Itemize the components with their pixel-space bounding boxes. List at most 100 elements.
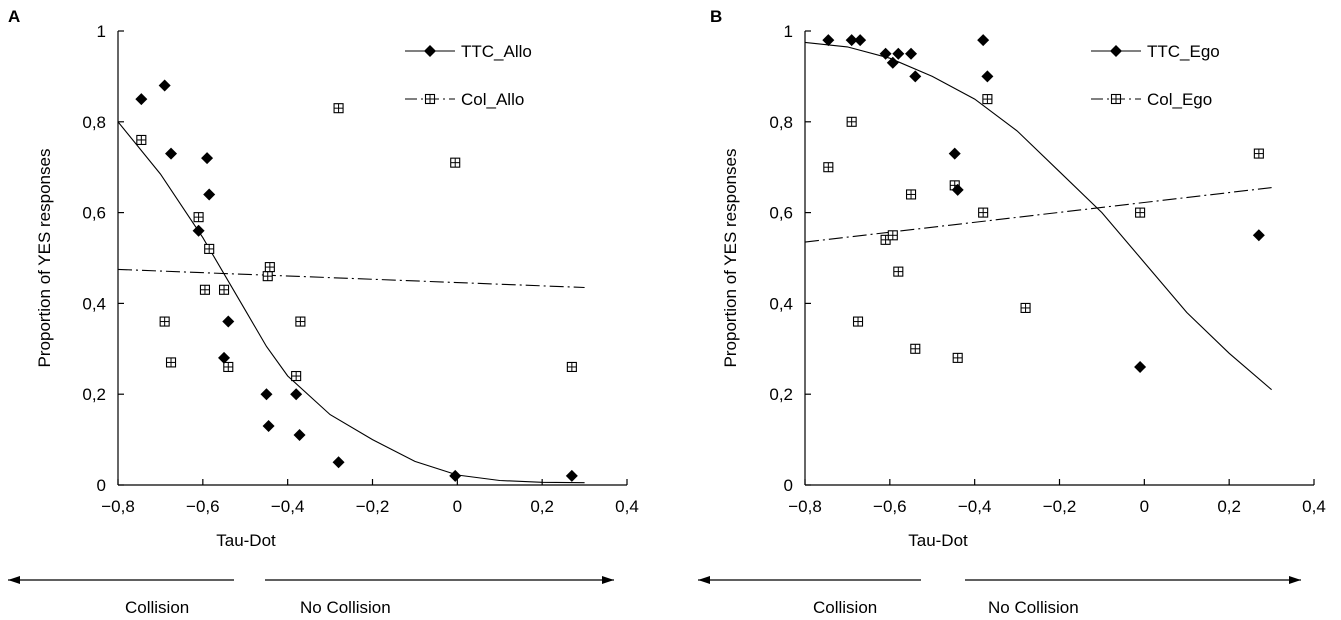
data-point [199,284,211,295]
x-tick-label: 0,4 [615,497,639,516]
data-point [1253,148,1264,159]
data-point [981,70,994,83]
y-tick-label: 0 [97,476,106,495]
data-point [203,188,216,201]
data-point [886,56,899,69]
no-collision-label: No Collision [988,598,1079,617]
x-tick-label: −0,6 [186,497,220,516]
legend-marker [1110,93,1122,105]
x-axis-title: Tau-Dot [216,531,276,550]
data-point [893,266,904,277]
data-point [948,147,961,160]
data-point [291,370,302,382]
y-axis-title: Proportion of YES responses [721,149,740,368]
data-point [1135,207,1146,218]
data-point [260,388,273,401]
x-tick-label: −0,4 [958,497,992,516]
legend-entry: TTC_Ego [1091,42,1220,61]
y-tick-label: 0,4 [769,294,793,313]
data-point [909,70,922,83]
data-point [165,357,177,368]
fit-line-ttc-allo [117,121,585,484]
legend-label: Col_Allo [461,90,524,109]
panel-letter: A [8,7,20,26]
data-point [264,262,275,273]
data-point [333,103,344,114]
y-tick-label: 0 [784,476,793,495]
collision-label: Collision [125,598,189,617]
legend-label: Col_Ego [1147,90,1212,109]
data-point [879,47,892,60]
y-tick-label: 0,6 [82,204,106,223]
chart-panel-a: A 0 0,2 0,4 0,6 0,8 1 −0,8 −0,6 −0,4 −0,2 0 0,2 0,4 Pr… [8,7,639,617]
legend-marker [424,45,436,57]
data-point [192,224,205,237]
data-point [822,34,835,47]
data-point [218,351,231,364]
series-col-ego [823,94,1264,363]
data-point [1020,302,1031,313]
data-point [565,469,578,482]
data-point [290,388,303,401]
collision-label: Collision [813,598,877,617]
x-tick-label: −0,2 [1043,497,1077,516]
legend-entry: Col_Ego [1091,90,1212,109]
data-point [977,34,990,47]
data-point [566,361,577,373]
data-point [952,352,963,363]
data-point [193,212,204,223]
data-point [982,94,993,105]
chart-panel-b: B 0 0,2 0,4 0,6 0,8 1 −0,8 −0,6 −0,4 −0,2 0 0,2 0,4 Pr… [698,7,1326,617]
y-tick-label: 1 [97,22,106,41]
data-point [135,93,148,106]
no-collision-label: No Collision [300,598,391,617]
y-tick-label: 0,8 [769,113,793,132]
data-point [823,162,834,173]
data-point [262,419,275,432]
x-tick-label: 0,4 [1302,497,1326,516]
data-point [201,152,214,165]
data-point [845,34,858,47]
x-tick-label: −0,2 [356,497,390,516]
data-point [910,343,921,354]
data-point [159,316,170,327]
data-point [222,315,235,328]
y-tick-label: 1 [784,22,793,41]
data-point [165,147,178,160]
y-tick-label: 0,2 [82,385,106,404]
data-point [262,271,273,282]
data-point [332,456,345,469]
x-tick-label: 0 [1140,497,1149,516]
data-point [449,469,462,482]
data-point [295,316,306,327]
y-tick-label: 0,6 [769,204,793,223]
data-point [293,429,306,442]
y-tick-label: 0,4 [82,294,106,313]
data-point [978,207,989,218]
data-point [204,243,215,254]
y-tick-label: 0,8 [82,113,106,132]
data-point [905,47,918,60]
data-point [223,361,234,373]
series-col-allo [136,103,577,382]
data-point [905,189,917,200]
series-ttc-allo [135,79,578,482]
data-point [892,47,905,60]
data-point [951,183,964,196]
data-point [887,230,898,241]
legend-label: TTC_Allo [461,42,532,61]
fit-line-col-ego [804,187,1272,243]
data-point [450,157,461,168]
data-point [852,316,864,327]
x-tick-label: 0 [453,497,462,516]
x-tick-label: −0,4 [271,497,305,516]
legend-marker [424,93,436,105]
fit-line-col-allo [117,268,585,289]
data-point [1252,229,1265,242]
data-point [136,134,147,146]
y-tick-label: 0,2 [769,385,793,404]
legend-marker [1110,45,1122,57]
x-tick-label: 0,2 [530,497,554,516]
y-axis-title: Proportion of YES responses [35,149,54,368]
